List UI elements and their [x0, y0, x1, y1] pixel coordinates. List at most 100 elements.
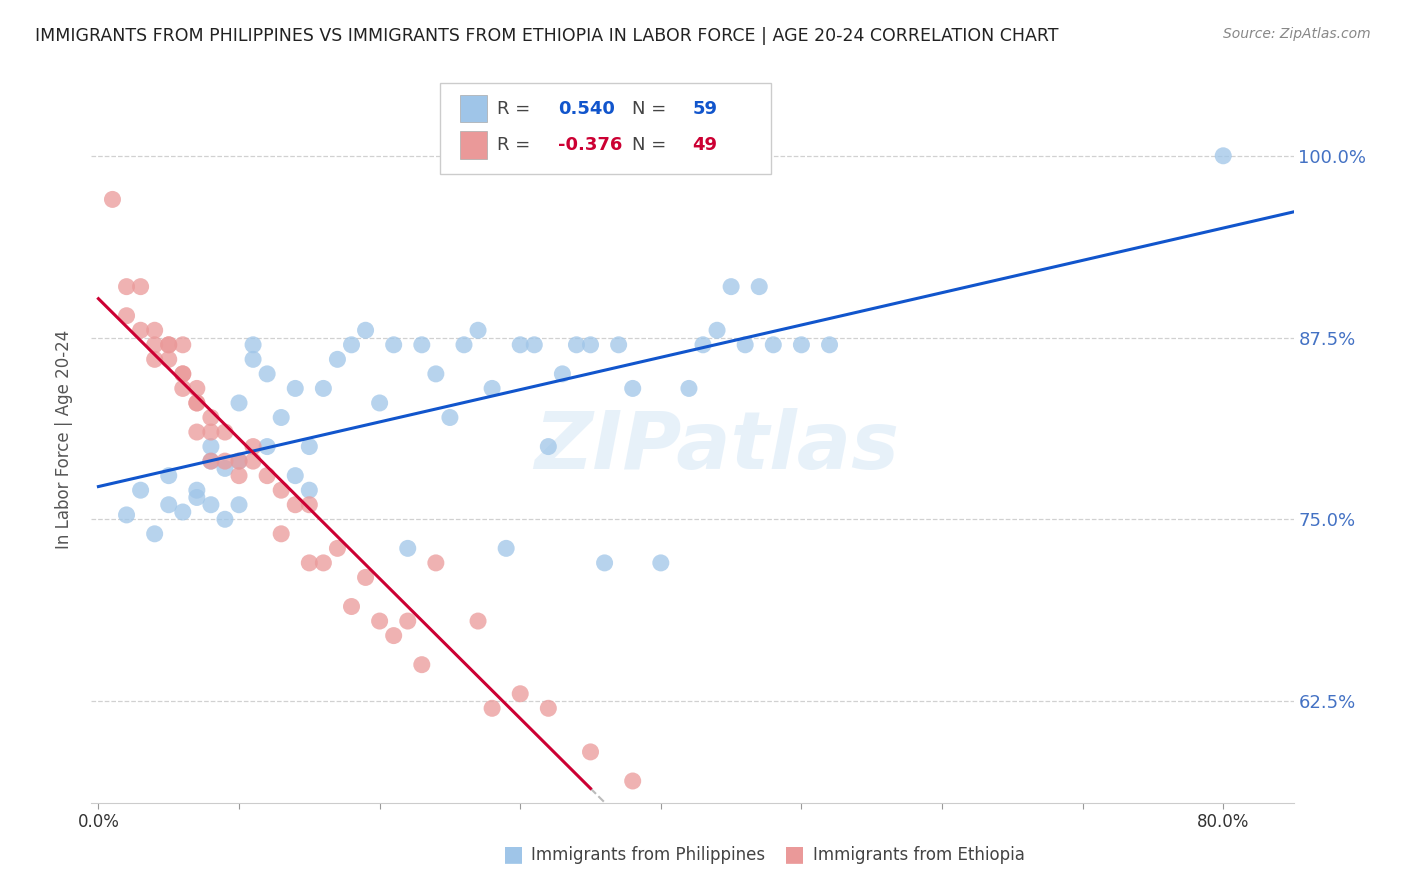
Point	[312, 381, 335, 395]
Point	[537, 440, 560, 454]
Point	[692, 338, 714, 352]
Point	[228, 454, 250, 468]
Text: ZIPatlas: ZIPatlas	[534, 408, 898, 485]
Point	[228, 396, 250, 410]
Point	[411, 338, 433, 352]
Point	[467, 614, 489, 628]
Point	[340, 338, 363, 352]
Point	[762, 338, 785, 352]
Point	[115, 309, 138, 323]
Point	[481, 381, 503, 395]
Point	[326, 541, 349, 556]
Point	[607, 338, 630, 352]
Point	[720, 279, 742, 293]
Point	[242, 454, 264, 468]
Point	[186, 425, 208, 439]
Point	[396, 541, 419, 556]
Text: ■: ■	[785, 845, 804, 864]
Point	[790, 338, 813, 352]
Point	[157, 468, 180, 483]
Point	[706, 323, 728, 337]
Point	[143, 338, 166, 352]
Point	[382, 629, 405, 643]
Point	[621, 774, 644, 789]
Point	[354, 570, 377, 584]
FancyBboxPatch shape	[440, 83, 770, 174]
Point	[734, 338, 756, 352]
Point	[1212, 149, 1234, 163]
Text: 49: 49	[692, 136, 717, 154]
Point	[242, 352, 264, 367]
Point	[256, 468, 278, 483]
Point	[143, 526, 166, 541]
Text: N =: N =	[633, 100, 672, 118]
Point	[157, 498, 180, 512]
Point	[200, 410, 222, 425]
Point	[312, 556, 335, 570]
Point	[115, 508, 138, 522]
Point	[439, 410, 461, 425]
Point	[101, 193, 124, 207]
Point	[298, 498, 321, 512]
Point	[579, 338, 602, 352]
Point	[621, 381, 644, 395]
Point	[186, 396, 208, 410]
Point	[172, 367, 194, 381]
Point	[200, 454, 222, 468]
Text: R =: R =	[496, 136, 536, 154]
Text: Immigrants from Philippines: Immigrants from Philippines	[531, 846, 766, 863]
Point	[157, 338, 180, 352]
Text: IMMIGRANTS FROM PHILIPPINES VS IMMIGRANTS FROM ETHIOPIA IN LABOR FORCE | AGE 20-: IMMIGRANTS FROM PHILIPPINES VS IMMIGRANT…	[35, 27, 1059, 45]
Point	[200, 425, 222, 439]
Point	[129, 483, 152, 498]
Point	[425, 556, 447, 570]
Point	[172, 338, 194, 352]
Point	[593, 556, 616, 570]
Point	[537, 701, 560, 715]
Text: ■: ■	[503, 845, 523, 864]
Point	[214, 425, 236, 439]
Point	[228, 498, 250, 512]
Point	[467, 323, 489, 337]
Point	[129, 323, 152, 337]
Point	[818, 338, 841, 352]
FancyBboxPatch shape	[460, 131, 486, 159]
Point	[425, 367, 447, 381]
Point	[678, 381, 700, 395]
Point	[551, 367, 574, 381]
Point	[214, 512, 236, 526]
Point	[157, 352, 180, 367]
Point	[368, 614, 391, 628]
Point	[382, 338, 405, 352]
Point	[172, 505, 194, 519]
Point	[509, 687, 531, 701]
Point	[242, 338, 264, 352]
Point	[228, 468, 250, 483]
Point	[340, 599, 363, 614]
Point	[143, 323, 166, 337]
Point	[396, 614, 419, 628]
Point	[256, 367, 278, 381]
Point	[214, 454, 236, 468]
Point	[200, 440, 222, 454]
Y-axis label: In Labor Force | Age 20-24: In Labor Force | Age 20-24	[55, 330, 73, 549]
Point	[495, 541, 517, 556]
Point	[172, 381, 194, 395]
Point	[368, 396, 391, 410]
Point	[509, 338, 531, 352]
Point	[579, 745, 602, 759]
Point	[200, 498, 222, 512]
Point	[270, 483, 292, 498]
Point	[143, 352, 166, 367]
Point	[186, 396, 208, 410]
Point	[326, 352, 349, 367]
FancyBboxPatch shape	[460, 95, 486, 122]
Point	[270, 526, 292, 541]
Point	[228, 454, 250, 468]
Point	[129, 279, 152, 293]
Point	[481, 701, 503, 715]
Point	[298, 440, 321, 454]
Point	[748, 279, 770, 293]
Text: 0.540: 0.540	[558, 100, 614, 118]
Point	[270, 410, 292, 425]
